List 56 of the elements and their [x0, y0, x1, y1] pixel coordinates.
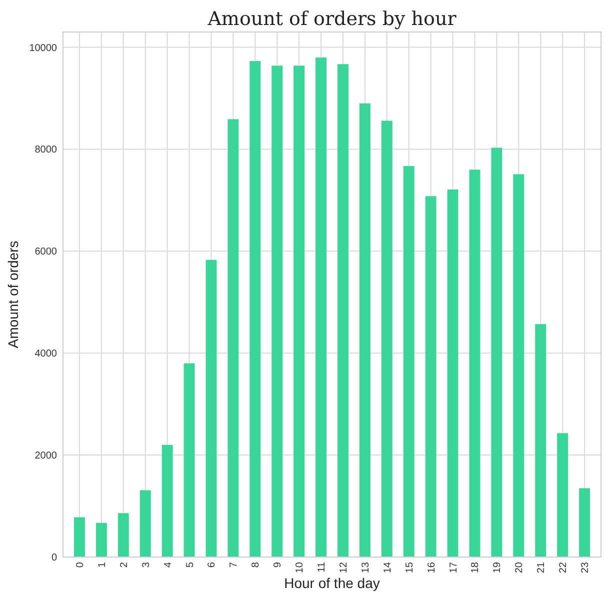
bar: [337, 64, 348, 557]
bar: [206, 260, 217, 557]
x-tick-label: 19: [492, 562, 504, 574]
x-tick-label: 20: [514, 562, 526, 574]
y-tick-label: 4000: [34, 348, 58, 360]
x-tick-label: 4: [162, 562, 174, 568]
x-tick-label: 10: [294, 562, 306, 574]
y-axis-title: Amount of orders: [5, 240, 21, 348]
x-tick-label: 14: [382, 562, 394, 574]
bar: [118, 513, 129, 557]
x-tick-label: 18: [470, 562, 482, 574]
x-tick-label: 16: [426, 562, 438, 574]
x-tick-label: 13: [360, 562, 372, 574]
x-tick-label: 2: [118, 562, 130, 568]
x-tick-label: 22: [558, 562, 570, 574]
bar: [535, 324, 546, 557]
bar: [74, 517, 85, 557]
bar: [381, 120, 392, 557]
y-tick-label: 10000: [29, 42, 58, 54]
bar: [272, 66, 283, 557]
bar: [359, 103, 370, 557]
bar: [447, 190, 458, 557]
bar: [250, 61, 261, 557]
chart-title: Amount of orders by hour: [206, 8, 458, 30]
x-axis-title: Hour of the day: [284, 575, 380, 591]
bar: [579, 488, 590, 557]
bar: [140, 490, 151, 557]
x-tick-label: 11: [316, 562, 328, 572]
bar: [294, 66, 305, 557]
x-tick-label: 9: [272, 562, 284, 568]
bar: [96, 522, 107, 557]
x-tick-label: 3: [140, 562, 152, 568]
bar: [513, 174, 524, 557]
y-tick-label: 8000: [34, 144, 58, 156]
bar: [228, 119, 239, 557]
y-tick-label: 6000: [34, 246, 58, 258]
x-tick-label: 7: [228, 562, 240, 568]
bar: [184, 363, 195, 557]
y-tick-label: 2000: [34, 450, 58, 462]
x-tick-label: 5: [184, 562, 196, 568]
x-tick-label: 6: [206, 562, 218, 568]
bar: [425, 196, 436, 557]
bar: [316, 57, 327, 557]
bar: [162, 444, 173, 557]
x-tick-label: 21: [536, 562, 548, 574]
x-tick-label: 0: [74, 562, 86, 568]
bar: [403, 166, 414, 557]
x-tick-label: 17: [448, 562, 460, 574]
bar: [557, 433, 568, 557]
x-tick-label: 15: [404, 562, 416, 574]
x-tick-label: 8: [250, 562, 262, 568]
x-tick-label: 23: [580, 562, 592, 574]
x-tick-label: 1: [96, 562, 108, 568]
bar: [469, 170, 480, 557]
x-tick-label: 12: [338, 562, 350, 574]
bar: [491, 148, 502, 557]
